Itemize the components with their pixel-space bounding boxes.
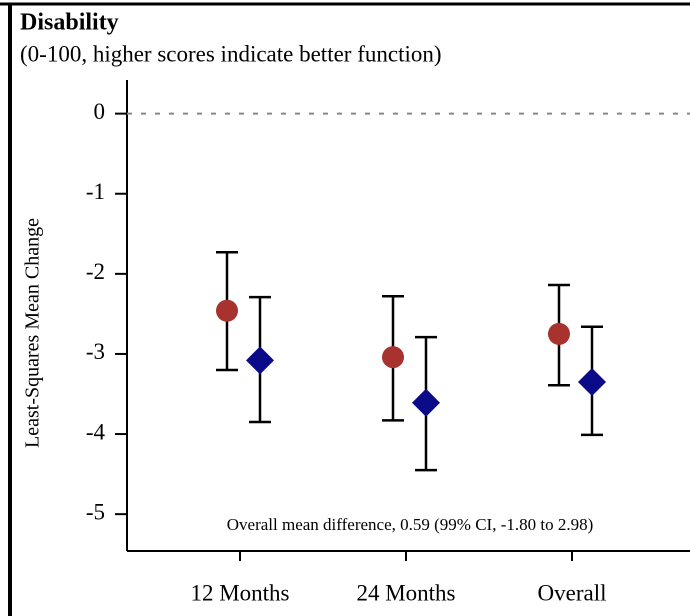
y-tick-label: -5	[86, 499, 105, 524]
marker	[216, 299, 238, 322]
x-tick-label: 24 Months	[356, 580, 455, 605]
marker	[246, 346, 274, 375]
marker	[382, 346, 404, 369]
y-tick-label: -4	[86, 419, 106, 444]
y-axis-label: Least-Squares Mean Change	[22, 218, 44, 448]
marker	[578, 367, 606, 396]
y-tick-label: 0	[94, 99, 106, 124]
chart-subtitle: (0-100, higher scores indicate better fu…	[20, 41, 442, 66]
x-tick-label: 12 Months	[190, 580, 289, 605]
y-tick-label: -1	[86, 179, 105, 204]
y-tick-label: -2	[86, 259, 105, 284]
annotation: Overall mean difference, 0.59 (99% CI, -…	[227, 515, 594, 534]
x-tick-label: Overall	[538, 580, 607, 605]
y-tick-label: -3	[86, 339, 105, 364]
marker	[412, 388, 440, 417]
marker	[548, 322, 570, 345]
chart-title: Disability	[20, 10, 119, 36]
